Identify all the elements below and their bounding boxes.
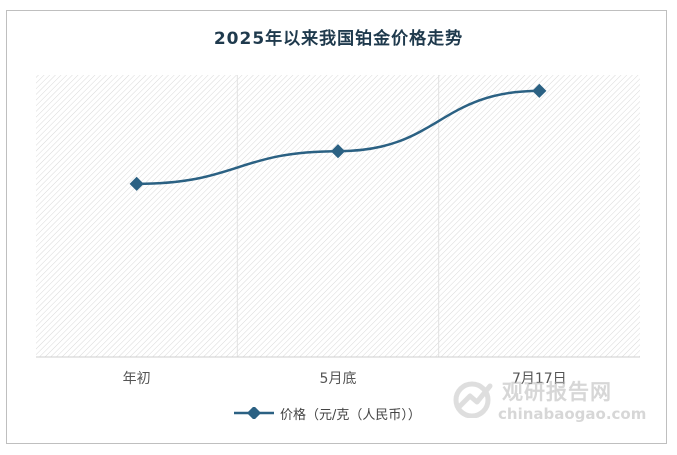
watermark-logo-icon: [453, 381, 493, 418]
watermark-url: chinabaogao.com: [498, 405, 647, 423]
legend-swatch: [234, 407, 274, 419]
data-point-marker: [129, 176, 144, 191]
plot-area: [36, 75, 640, 357]
x-tick-label: 年初: [123, 370, 151, 387]
x-tick-label: 5月底: [320, 371, 357, 387]
x-tick-labels: 年初 5月底 7月17日: [123, 370, 567, 387]
watermark: 观研报告网 chinabaogao.com: [450, 372, 646, 432]
chart-title: 2025年以来我国铂金价格走势: [213, 29, 464, 49]
watermark-name: 观研报告网: [502, 380, 612, 404]
x-tick-label: 7月17日: [512, 371, 567, 387]
data-point-marker: [532, 83, 547, 98]
data-point-marker: [330, 144, 346, 159]
series-group: [129, 83, 547, 191]
legend-label: 价格（元/克（人民币））: [280, 407, 421, 423]
legend: 价格（元/克（人民币））: [234, 403, 421, 423]
